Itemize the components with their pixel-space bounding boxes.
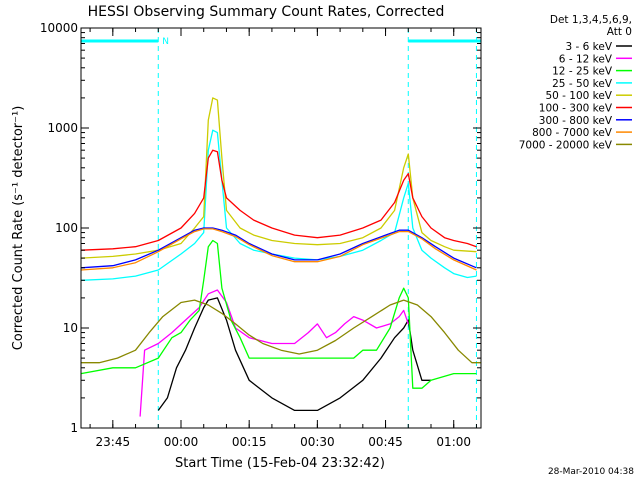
- series-line: [81, 299, 481, 364]
- series-line: [80, 239, 477, 389]
- series-line: [157, 297, 431, 412]
- chart-title: HESSI Observing Summary Count Rates, Cor…: [88, 4, 445, 20]
- series-line: [80, 129, 477, 281]
- legend-label: 25 - 50 keV: [552, 78, 613, 90]
- series-line: [80, 228, 477, 271]
- series-line: [80, 97, 477, 259]
- legend-label: 100 - 300 keV: [539, 103, 613, 115]
- y-tick-label: 1: [70, 421, 78, 435]
- y-axis-label: Corrected Count Rate (s⁻¹ detector⁻¹): [11, 106, 26, 351]
- y-tick-label: 10000: [40, 21, 78, 35]
- flag-label: N: [162, 37, 169, 47]
- legend-header: Att 0: [607, 26, 632, 38]
- legend-header: Det 1,3,4,5,6,9,: [550, 14, 632, 26]
- series-line: [80, 227, 477, 269]
- y-tick-label: 1000: [47, 121, 78, 135]
- y-tick-label: 10: [63, 321, 78, 335]
- legend-label: 3 - 6 keV: [565, 41, 612, 53]
- y-tick-label: 100: [55, 221, 78, 235]
- x-tick-label: 00:30: [300, 435, 335, 449]
- footer-date: 28-Mar-2010 04:38: [548, 467, 634, 477]
- x-tick-label: 00:00: [164, 435, 199, 449]
- series-line: [139, 289, 409, 417]
- legend-label: 6 - 12 keV: [559, 53, 613, 65]
- x-tick-label: 00:15: [232, 435, 267, 449]
- legend-label: 800 - 7000 keV: [532, 127, 613, 139]
- x-axis-label: Start Time (15-Feb-04 23:32:42): [175, 456, 385, 471]
- x-tick-label: 01:00: [436, 435, 471, 449]
- series-line: [80, 149, 477, 251]
- legend-label: 7000 - 20000 keV: [519, 139, 613, 151]
- series-layer: [80, 97, 481, 417]
- x-tick-label: 23:45: [96, 435, 131, 449]
- legend-label: 50 - 100 keV: [545, 90, 612, 102]
- x-tick-label: 00:45: [368, 435, 403, 449]
- legend-label: 12 - 25 keV: [552, 66, 613, 78]
- axes-layer: [80, 27, 482, 429]
- legend-label: 300 - 800 keV: [539, 115, 613, 127]
- tick-labels: 1 10 100 1000 10000 23:45 00:00 00:15 00:30 00:45…: [40, 21, 471, 449]
